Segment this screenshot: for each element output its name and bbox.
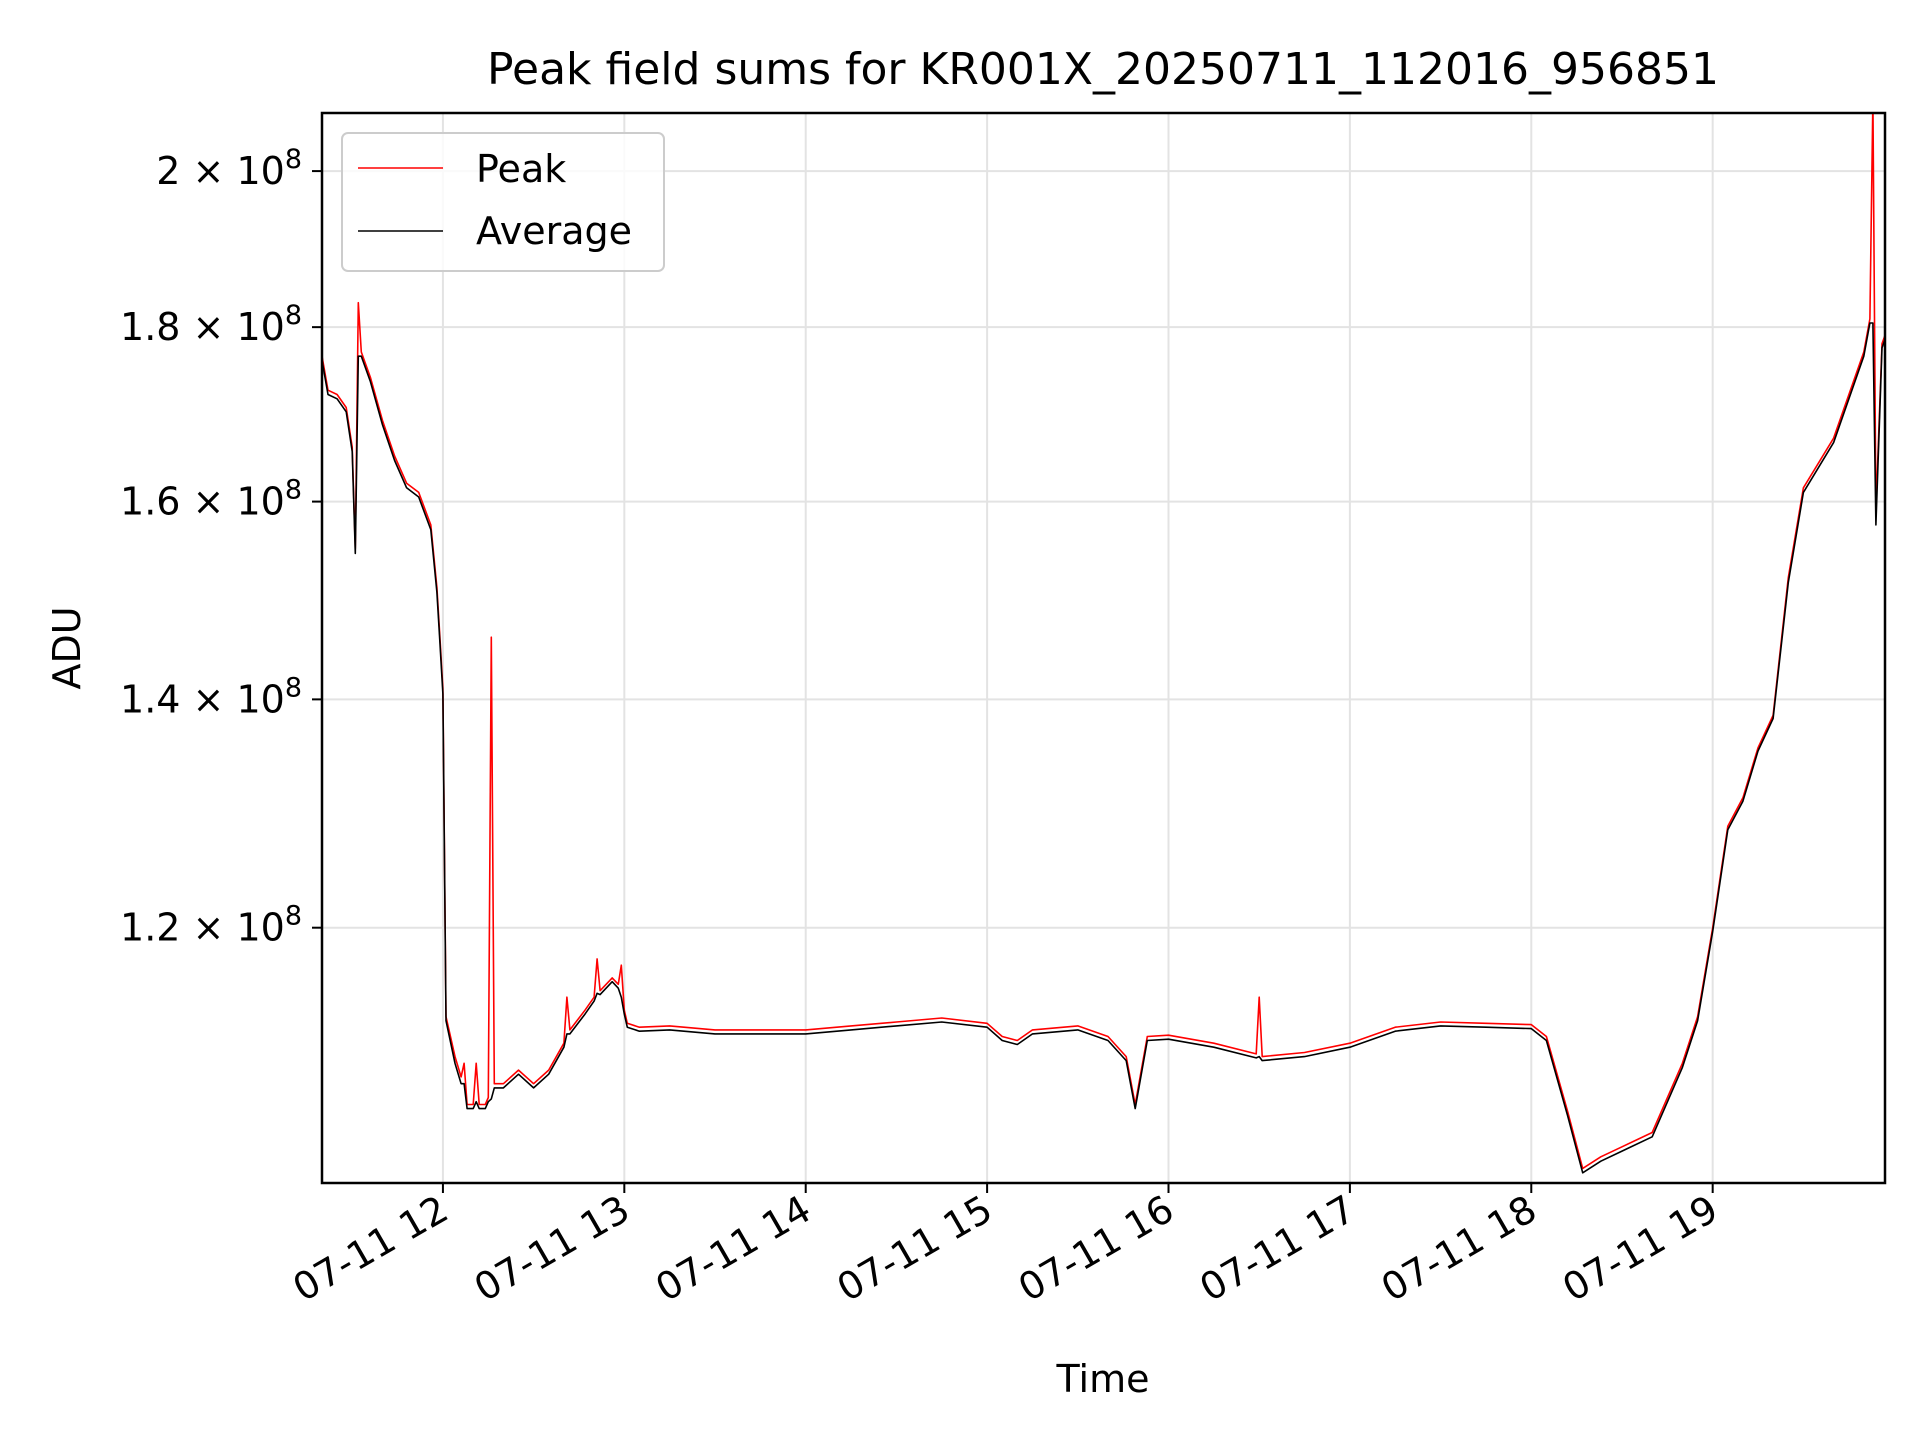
series-layer bbox=[322, 113, 1885, 1174]
chart-title: Peak field sums for KR001X_20250711_1120… bbox=[487, 44, 1719, 95]
y-tick-label: 1.4 × 108 bbox=[120, 672, 302, 721]
y-tick-label: 2 × 108 bbox=[156, 144, 302, 193]
y-tick-label: 1.6 × 108 bbox=[120, 475, 302, 524]
y-tick-times-ten: × 10 bbox=[180, 480, 284, 524]
plot-frame bbox=[320, 111, 1887, 1185]
y-tick-exponent: 8 bbox=[285, 475, 302, 506]
legend-label-peak: Peak bbox=[476, 147, 566, 191]
legend-label-average: Average bbox=[476, 209, 632, 253]
y-tick-mantissa: 1.8 bbox=[120, 305, 180, 349]
y-tick-times-ten: × 10 bbox=[180, 906, 284, 950]
y-tick-mantissa: 1.4 bbox=[120, 677, 180, 721]
y-tick-mantissa: 2 bbox=[156, 149, 180, 193]
y-tick-mantissa: 1.6 bbox=[120, 480, 180, 524]
y-tick-exponent: 8 bbox=[285, 901, 302, 932]
y-tick-label: 1.8 × 108 bbox=[120, 300, 302, 349]
grid bbox=[322, 113, 1885, 1183]
y-tick-times-ten: × 10 bbox=[180, 305, 284, 349]
x-axis-label: Time bbox=[1056, 1357, 1150, 1401]
y-tick-exponent: 8 bbox=[285, 672, 302, 703]
y-axis-label: ADU bbox=[45, 606, 89, 689]
legend: Peak Average bbox=[341, 132, 665, 272]
y-tick-times-ten: × 10 bbox=[180, 149, 284, 193]
series-line-average bbox=[322, 322, 1885, 1174]
y-tick-times-ten: × 10 bbox=[180, 677, 284, 721]
y-tick-exponent: 8 bbox=[285, 144, 302, 175]
y-tick-exponent: 8 bbox=[285, 300, 302, 331]
y-tick-label: 1.2 × 108 bbox=[120, 901, 302, 950]
y-tick-mantissa: 1.2 bbox=[120, 906, 180, 950]
